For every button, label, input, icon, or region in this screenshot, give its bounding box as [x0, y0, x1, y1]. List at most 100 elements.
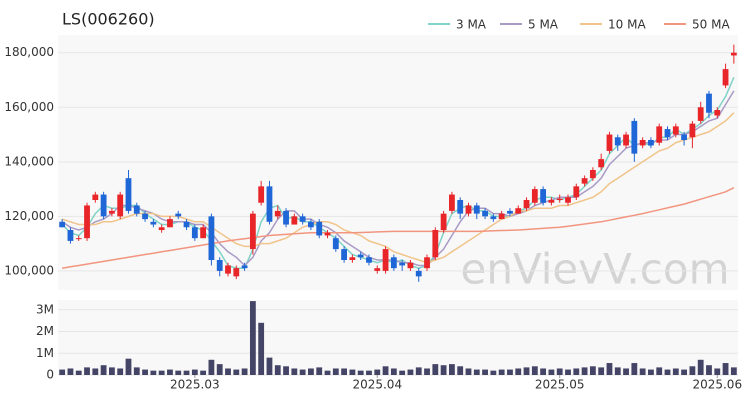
y-tick-label: 2M [36, 324, 54, 338]
volume-bar [664, 369, 671, 375]
ma-line [61, 112, 735, 264]
volume-bar [623, 368, 629, 375]
volume-bar [548, 369, 555, 375]
x-tick-label: 2025.06 [692, 378, 742, 392]
candle-body [117, 194, 124, 217]
candle-body [540, 189, 547, 203]
candle-body [424, 257, 430, 269]
candle-body [598, 159, 605, 168]
candle-body [390, 257, 397, 269]
volume-bar [249, 301, 256, 375]
candle-body [722, 69, 729, 86]
candle-body [648, 140, 654, 146]
volume-bar [714, 368, 721, 375]
candle-body [556, 198, 563, 200]
candle-body [142, 213, 148, 220]
candle-body [672, 126, 679, 135]
candle-body [175, 213, 182, 217]
volume-bar [258, 322, 265, 375]
volume-bar [341, 368, 347, 375]
volume-bar [75, 370, 82, 375]
candle-body [515, 208, 522, 214]
volume-bar [457, 366, 464, 375]
candle-body [631, 120, 638, 154]
candle-body [283, 210, 289, 225]
volume-bar [672, 368, 679, 375]
candle-body [92, 194, 99, 200]
candle-body [573, 186, 580, 198]
volume-bar [648, 369, 654, 375]
candle-body [706, 93, 712, 113]
volume-bar [482, 369, 488, 375]
candle-body [100, 194, 107, 217]
y-tick-label: 120,000 [4, 209, 54, 223]
candle-body [133, 205, 140, 214]
legend-label: 50 MA [692, 18, 730, 32]
candle-body [565, 197, 571, 203]
candle-body [109, 210, 115, 214]
candle-body [208, 216, 215, 260]
volume-bar [507, 369, 513, 375]
candle-body [233, 268, 240, 277]
ma-line [61, 90, 735, 267]
candle-body [382, 249, 389, 271]
volume-bar [382, 366, 389, 375]
candle-body [623, 134, 629, 146]
volume-bar [59, 369, 66, 375]
candle-body [457, 200, 464, 214]
volume-bar [357, 370, 364, 375]
volume-bar [523, 367, 530, 375]
volume-bar [531, 366, 538, 375]
ma-line [61, 187, 735, 269]
volume-bar [556, 368, 563, 375]
candle-body [291, 216, 298, 225]
candle-body [664, 129, 671, 138]
candle-body [523, 200, 530, 209]
candle-body [614, 137, 621, 146]
volume-bar [175, 370, 182, 375]
volume-bar [274, 365, 281, 375]
candle-body [125, 178, 132, 211]
candle-body [341, 249, 347, 260]
volume-bar [241, 368, 248, 375]
watermark: enVievV.com [460, 245, 729, 294]
candle-body [324, 232, 331, 236]
volume-bar [216, 364, 223, 375]
y-tick-label: 180,000 [4, 45, 54, 59]
volume-bar [308, 368, 314, 375]
candle-body [581, 178, 588, 184]
volume-bar [598, 367, 605, 375]
volume-bar [84, 367, 90, 375]
volume-bar [349, 369, 356, 375]
volume-bar [589, 366, 596, 375]
candle-body [639, 140, 646, 146]
volume-bar [332, 368, 339, 375]
volume-bar [390, 368, 397, 375]
volume-bar [490, 370, 497, 375]
volume-bar [581, 367, 588, 375]
chart-title: LS(006260) [62, 10, 155, 29]
volume-bar [191, 369, 198, 375]
volume-bar [473, 369, 480, 375]
candle-body [432, 230, 439, 258]
candle-body [407, 262, 414, 269]
volume-bar [200, 370, 207, 375]
volume-bar [415, 367, 422, 375]
y-tick-label: 100,000 [4, 263, 54, 277]
candle-body [473, 205, 480, 214]
volume-bar [407, 369, 414, 375]
volume-bar [689, 366, 696, 375]
candle-body [216, 260, 223, 271]
candle-body [714, 110, 721, 116]
volume-bar [565, 369, 571, 375]
candle-body [183, 221, 190, 228]
y-tick-label: 140,000 [4, 154, 54, 168]
candle-body [498, 213, 505, 220]
y-tick-label: 3M [36, 302, 54, 316]
volume-bar [540, 368, 547, 375]
volume-bar [109, 367, 115, 375]
volume-bar [722, 363, 729, 375]
volume-bar [366, 370, 372, 375]
volume-bar [133, 367, 140, 375]
candle-body [316, 221, 323, 236]
